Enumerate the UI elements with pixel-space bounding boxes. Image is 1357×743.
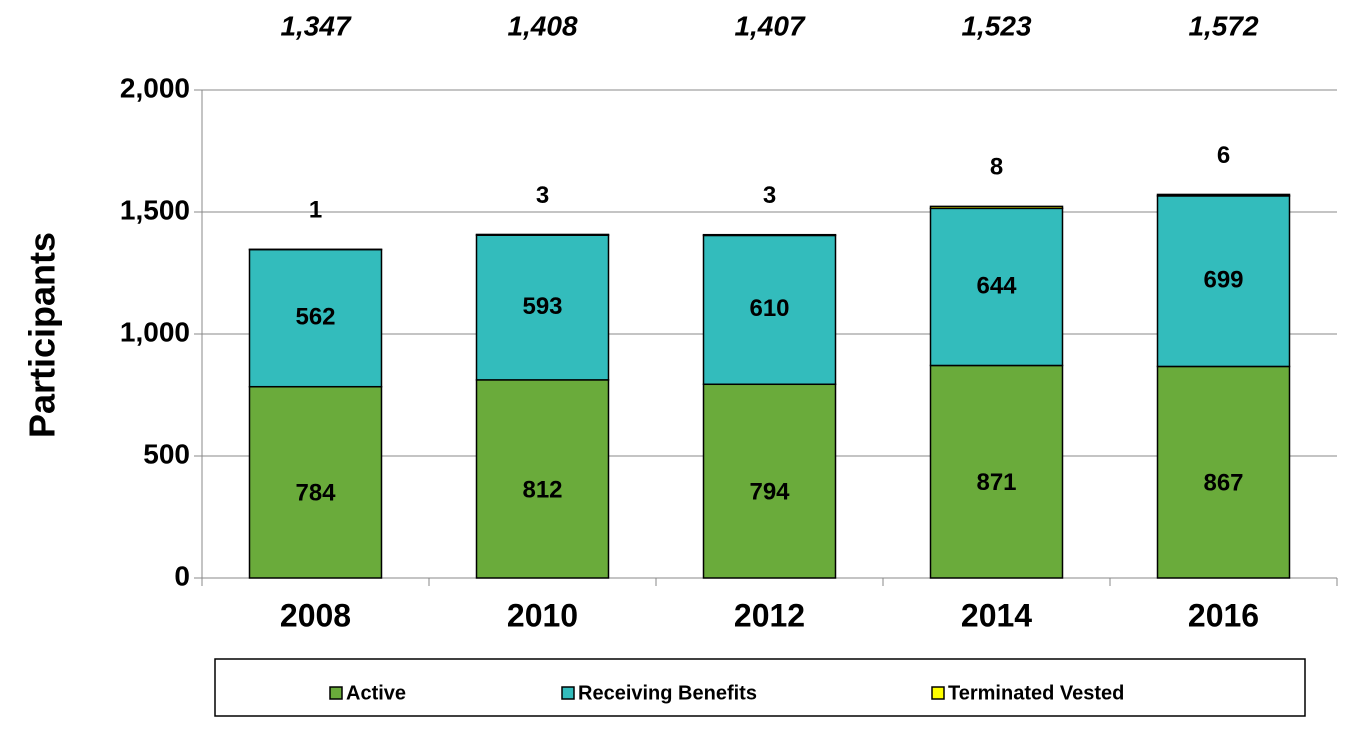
y-tick-label: 0 [174, 560, 190, 591]
data-label: 562 [295, 303, 335, 330]
bar-segment [475, 233, 610, 236]
legend-label: Terminated Vested [948, 682, 1124, 704]
data-label: 3 [536, 182, 549, 209]
data-label: 784 [295, 480, 336, 507]
legend-box [214, 658, 1306, 717]
bar-segment [248, 385, 383, 579]
bar-segment [248, 248, 383, 388]
y-tick-label: 500 [143, 438, 190, 469]
bar-segment [929, 207, 1064, 367]
bar-segment [1156, 193, 1291, 197]
y-tick-label: 1,500 [120, 194, 190, 225]
legend-label: Receiving Benefits [578, 682, 757, 704]
y-tick-label: 1,000 [120, 316, 190, 347]
bar-segment [475, 379, 610, 579]
data-label: 812 [522, 476, 562, 503]
x-tick-label: 2008 [280, 597, 351, 633]
bar-segment [929, 205, 1064, 210]
x-tick-label: 2010 [507, 597, 578, 633]
bar-segment [1156, 365, 1291, 579]
total-label: 1,408 [507, 10, 577, 41]
data-label: 6 [1217, 142, 1230, 169]
total-label: 1,523 [961, 10, 1031, 41]
legend-label: Active [346, 682, 406, 704]
bar-segment [702, 233, 837, 237]
data-label: 3 [763, 182, 776, 209]
x-tick-label: 2014 [961, 597, 1032, 633]
data-label: 8 [990, 154, 1003, 181]
bar-segment [929, 364, 1064, 579]
x-tick-label: 2016 [1188, 597, 1259, 633]
data-label: 871 [976, 469, 1016, 496]
data-label: 1 [309, 197, 322, 224]
bar-segment [702, 383, 837, 579]
y-tick-label: 2,000 [120, 72, 190, 103]
data-label: 644 [976, 272, 1017, 299]
x-tick-label: 2012 [734, 597, 805, 633]
total-label: 1,347 [280, 10, 351, 41]
data-label: 794 [749, 478, 790, 505]
bar-segment [1156, 195, 1291, 368]
legend-swatch [329, 686, 343, 700]
data-label: 699 [1203, 267, 1243, 294]
data-label: 610 [749, 295, 789, 322]
data-label: 593 [522, 293, 562, 320]
bar-segment [475, 234, 610, 381]
legend-swatch [561, 686, 575, 700]
total-label: 1,407 [734, 10, 805, 41]
data-label: 867 [1203, 470, 1243, 497]
y-axis-label: Participants [22, 232, 63, 438]
legend-swatch [931, 686, 945, 700]
total-label: 1,572 [1188, 10, 1258, 41]
